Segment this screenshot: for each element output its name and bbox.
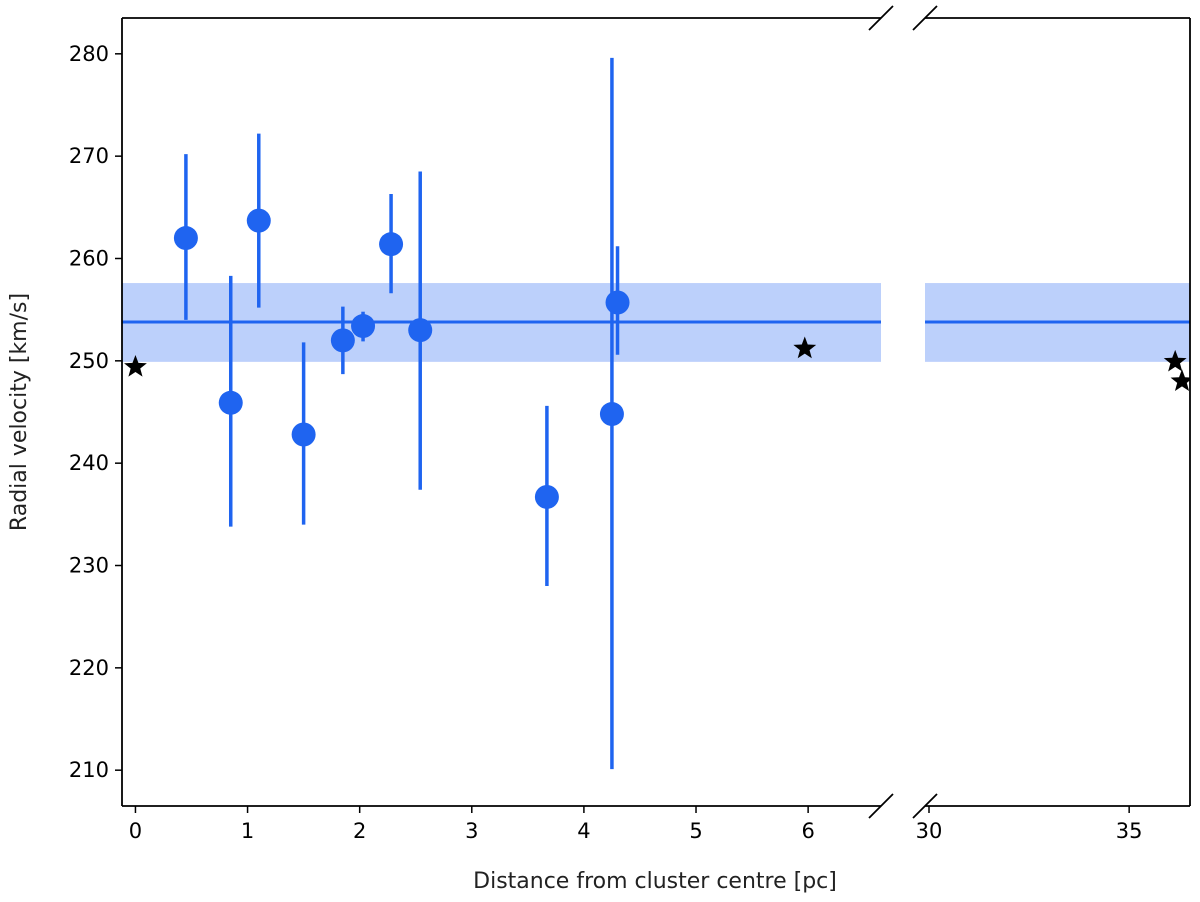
y-tick-label-280: 280: [69, 42, 109, 66]
star-marker-3: [1170, 369, 1190, 392]
right-plot-area: [925, 283, 1190, 392]
data-point-4: [330, 328, 355, 353]
axes-layer: 0 1 2 3 4 5 6 30 35 210 220 230 240 250 260 270 280: [69, 5, 1191, 843]
x-tick-label-4: 4: [577, 819, 590, 843]
y-tick-label-230: 230: [69, 554, 109, 578]
y-tick-label-250: 250: [69, 349, 109, 373]
y-tick-label-270: 270: [69, 144, 109, 168]
y-tick-label-260: 260: [69, 246, 109, 270]
data-point-5: [351, 314, 376, 339]
x-tick-label-1: 1: [241, 819, 254, 843]
x-tick-label-30: 30: [916, 819, 943, 843]
right-panel: [925, 283, 1190, 392]
left-plot-area: [122, 57, 881, 770]
x-tick-label-5: 5: [689, 819, 702, 843]
x-tick-label-0: 0: [129, 819, 142, 843]
x-tick-label-3: 3: [465, 819, 478, 843]
data-point-9: [599, 402, 624, 427]
x-tick-label-2: 2: [353, 819, 366, 843]
data-point-2: [246, 208, 271, 233]
star-marker-0: [124, 354, 147, 377]
data-point-3: [291, 422, 316, 447]
star-marker-1: [793, 336, 817, 359]
star-marker-2: [1163, 349, 1187, 372]
axis-break-mark-1: [912, 5, 938, 31]
y-tick-label-220: 220: [69, 656, 109, 680]
y-axis-label: Radial velocity [km/s]: [7, 293, 32, 531]
x-tick-label-35: 35: [1116, 819, 1143, 843]
left-panel: [122, 57, 881, 770]
y-tick-label-210: 210: [69, 758, 109, 782]
x-axis-label: Distance from cluster centre [pc]: [473, 869, 837, 894]
data-point-6: [379, 232, 404, 257]
axis-break-mark-2: [868, 793, 894, 819]
axis-break-mark-3: [912, 793, 938, 819]
data-point-0: [173, 226, 198, 251]
data-point-7: [408, 318, 433, 343]
x-tick-label-6: 6: [801, 819, 814, 843]
data-point-10: [605, 290, 630, 315]
data-point-8: [534, 484, 559, 509]
axis-break-mark-0: [868, 5, 894, 31]
data-point-1: [218, 390, 243, 415]
y-tick-label-240: 240: [69, 451, 109, 475]
